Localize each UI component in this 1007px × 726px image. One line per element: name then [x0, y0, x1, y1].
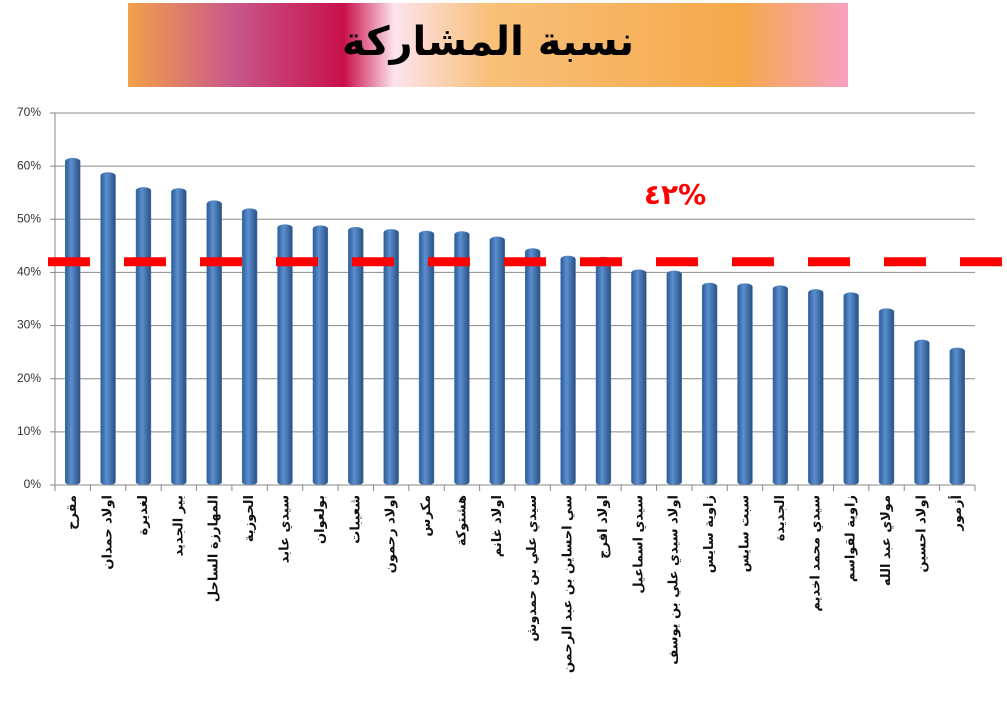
- bar: [914, 339, 930, 486]
- x-tick-label: مولاي عبد الله: [879, 495, 894, 586]
- y-tick-label: 30%: [17, 318, 41, 332]
- y-tick-label: 60%: [17, 158, 41, 172]
- x-tick-label: سبت سايس: [738, 495, 753, 572]
- bar: [808, 289, 824, 486]
- bar: [383, 229, 399, 486]
- x-tick-label: بير الجديد: [171, 495, 186, 556]
- x-tick-label: الحوزية: [242, 495, 257, 542]
- bar: [595, 256, 612, 486]
- x-tick-label: لغديرة: [136, 495, 151, 535]
- bar: [171, 188, 187, 486]
- x-tick-label: اولاد افرج: [596, 495, 611, 559]
- x-tick-label: زاوية لقواسم: [844, 495, 859, 582]
- title-banner: [128, 3, 848, 87]
- x-tick-label: أزمور: [948, 495, 965, 532]
- x-tick-label: سيدي محمد اخديم: [808, 495, 823, 612]
- y-tick-label: 20%: [17, 371, 41, 385]
- x-tick-label: زاوية سايس: [702, 495, 717, 573]
- bar: [241, 208, 258, 486]
- y-tick-label: 70%: [17, 105, 41, 119]
- x-tick-label: هشتوكة: [454, 495, 469, 546]
- x-tick-label: سيدي اسماعيل: [631, 495, 646, 594]
- reference-label: ٤٢%: [644, 178, 706, 211]
- x-tick-label: سي احساين بن عبد الرحمن: [561, 495, 576, 673]
- x-tick-label: اولاد غانم: [490, 495, 505, 557]
- bar: [135, 187, 152, 486]
- x-tick-label: سيدي عابد: [278, 495, 293, 563]
- x-tick-label: اولاد رحمون: [384, 495, 399, 573]
- x-tick-label: شعيبات: [348, 495, 363, 544]
- bar: [666, 270, 682, 486]
- bar: [843, 292, 859, 486]
- bar: [454, 231, 470, 486]
- x-tick-label: سيدي علي بن حمدوش: [525, 495, 540, 642]
- x-tick-label: اولاد سيدي علي بن يوسف: [667, 495, 682, 665]
- bar: [772, 285, 789, 486]
- bar: [418, 230, 435, 486]
- bar: [737, 283, 753, 486]
- chart-title: نسبة المشاركة: [342, 19, 634, 65]
- y-tick-label: 40%: [17, 265, 41, 279]
- x-tick-label: المهارزة الساحل: [207, 495, 222, 602]
- bar: [949, 347, 965, 486]
- x-tick-label: مكرس: [419, 495, 434, 537]
- y-tick-label: 50%: [17, 211, 41, 225]
- x-tick-label: اولاد حمدان: [101, 495, 116, 570]
- bar: [560, 255, 576, 486]
- x-tick-label: الجديدة: [773, 495, 788, 541]
- bar: [701, 282, 718, 486]
- bar: [631, 269, 647, 486]
- bar: [878, 308, 895, 486]
- bar: [65, 157, 81, 486]
- x-tick-label: مقرح: [65, 495, 80, 530]
- bar: [489, 236, 505, 486]
- y-tick-label: 10%: [17, 424, 41, 438]
- x-tick-label: اولاد احسين: [914, 495, 929, 572]
- x-tick-label: بولعوان: [313, 495, 328, 544]
- bar: [525, 248, 541, 486]
- bar: [206, 200, 222, 486]
- bar: [100, 172, 116, 486]
- y-tick-label: 0%: [24, 477, 42, 491]
